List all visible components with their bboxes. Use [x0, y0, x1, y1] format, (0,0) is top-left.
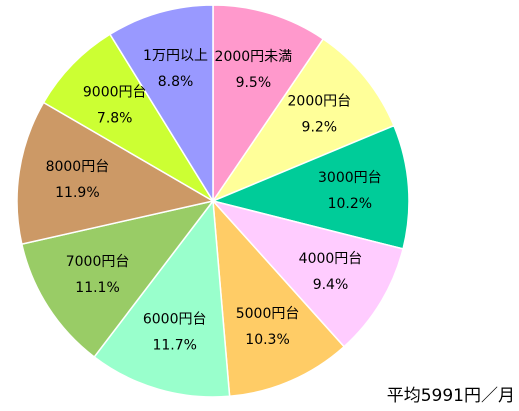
slice-label: 8000円台	[46, 159, 110, 175]
pie-slice	[16, 101, 216, 245]
pie-slice	[20, 199, 215, 358]
value-label: 9.4%	[313, 277, 349, 293]
pie-slice	[108, 4, 214, 204]
slice-label: 2000円未満	[215, 49, 293, 65]
pie-slice	[210, 199, 404, 348]
pie-slice	[212, 4, 325, 204]
slice-label: 2000円台	[288, 93, 352, 109]
pie-slice	[93, 198, 231, 398]
slice-label: 3000円台	[318, 170, 382, 186]
pie-slice	[210, 124, 410, 250]
value-label: 11.1%	[75, 280, 119, 296]
value-label: 9.2%	[302, 119, 338, 135]
value-label: 8.8%	[158, 74, 194, 90]
slice-label: 4000円台	[299, 251, 363, 267]
value-label: 11.7%	[152, 338, 196, 354]
pie-slice	[42, 33, 214, 202]
value-label: 11.9%	[55, 185, 99, 201]
slice-label: 5000円台	[236, 306, 300, 322]
annotation: 平均5991円／月	[387, 386, 515, 406]
slice-label: 7000円台	[66, 254, 130, 270]
value-label: 7.8%	[97, 110, 133, 126]
value-label: 9.5%	[236, 75, 272, 91]
value-label: 10.3%	[245, 332, 289, 348]
slice-label: 1万円以上	[143, 48, 208, 64]
slice-label: 9000円台	[83, 84, 147, 100]
value-label: 10.2%	[328, 196, 372, 212]
slice-label: 6000円台	[143, 312, 207, 328]
pie-slice	[210, 37, 395, 203]
pie-slice	[212, 198, 346, 398]
